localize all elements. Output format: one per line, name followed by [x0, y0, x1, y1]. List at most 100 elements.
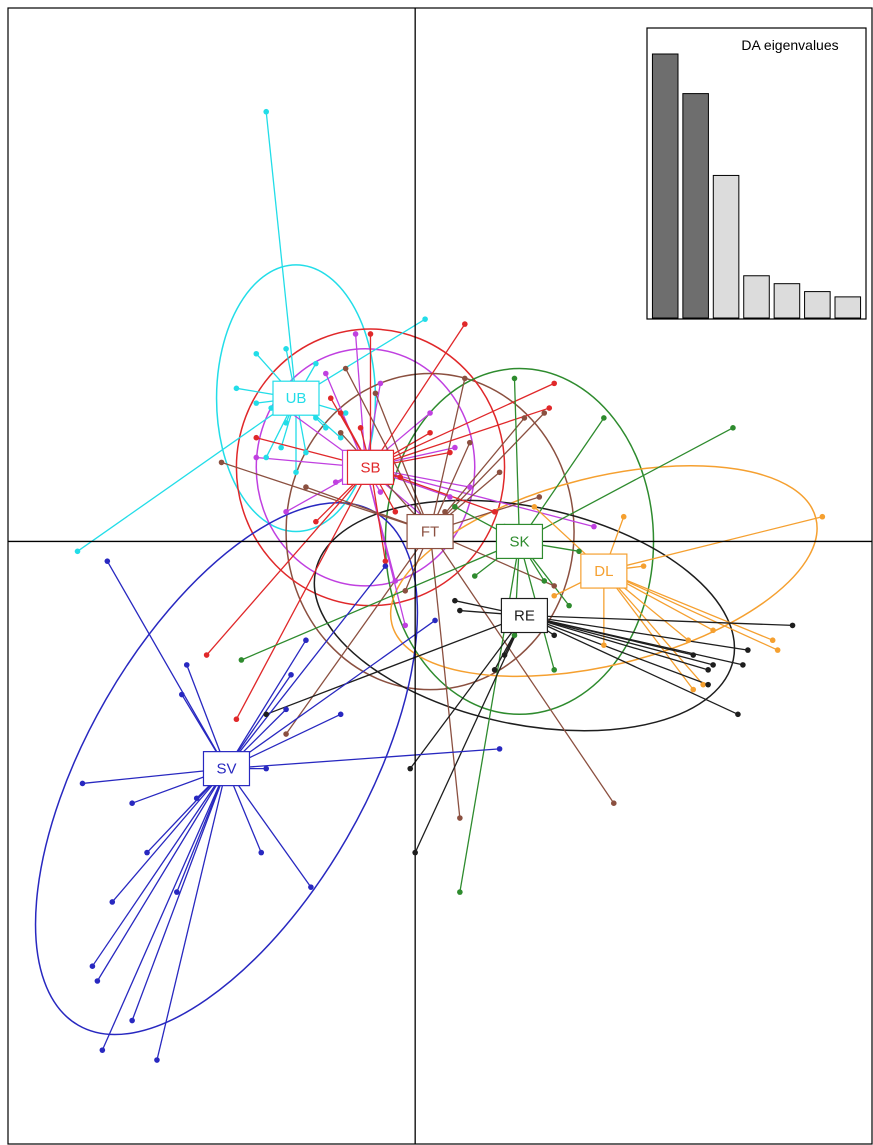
segment-ft [429, 531, 615, 804]
point-ft [610, 800, 617, 806]
point-sk [551, 667, 558, 673]
segment-ft [429, 412, 545, 532]
point-re [457, 607, 463, 614]
point-sv [283, 706, 289, 713]
eigenvalue-bar-4 [743, 275, 770, 319]
point-sv [144, 849, 150, 856]
point-lv [377, 380, 384, 387]
label-sk: SK [495, 523, 544, 560]
label-box-ft [406, 513, 454, 550]
point-sv [308, 884, 314, 890]
point-ft [496, 469, 503, 476]
point-lv [332, 479, 339, 485]
point-sv [193, 795, 200, 802]
point-sv [79, 780, 86, 787]
point-sb [382, 558, 389, 564]
segment-ft [429, 531, 461, 819]
point-sv [178, 691, 185, 698]
point-sk [238, 657, 245, 663]
point-sk [452, 504, 458, 510]
point-ub [283, 346, 289, 352]
point-sb [427, 429, 433, 436]
point-ub [313, 415, 319, 421]
point-dl [774, 647, 781, 653]
point-sv [109, 899, 116, 905]
point-dl [640, 563, 647, 569]
point-ft [462, 375, 468, 382]
point-ub [303, 449, 309, 456]
label-text-sk: SK [509, 533, 529, 550]
point-ft [337, 429, 344, 436]
point-lv [392, 578, 399, 584]
segment-sv [226, 748, 500, 770]
segment-sb [235, 467, 372, 720]
point-re [407, 765, 414, 772]
point-sb [546, 405, 553, 411]
point-sv [337, 711, 344, 718]
inset-bars [651, 53, 862, 319]
point-ub [74, 548, 81, 555]
point-ub [253, 400, 260, 406]
segment-re [524, 614, 714, 666]
point-sv [288, 671, 294, 678]
segment-dl [603, 516, 823, 572]
segment-sb [369, 323, 466, 468]
point-sv [382, 563, 389, 569]
segment-sb [370, 382, 555, 468]
point-ub [253, 350, 260, 357]
point-sk [511, 632, 518, 639]
label-box-sk [495, 523, 544, 560]
point-lv [377, 489, 384, 495]
point-re [551, 632, 558, 639]
point-sb [491, 508, 498, 515]
ellipse-lv [255, 348, 476, 587]
point-ft [521, 415, 528, 421]
point-re [740, 662, 746, 668]
segment-re [524, 614, 793, 627]
point-dl [700, 681, 706, 688]
point-ft [303, 484, 309, 490]
point-dl [710, 627, 716, 634]
segment-sv [131, 768, 228, 1021]
point-sv [89, 963, 96, 969]
label-text-sb: SB [360, 459, 380, 476]
segment-re [524, 614, 709, 686]
eigenvalue-bar-1 [651, 53, 679, 319]
point-dl [685, 637, 692, 644]
point-re [705, 667, 711, 673]
point-dl [601, 642, 607, 648]
point-ft [342, 365, 349, 372]
segment-sv [111, 768, 227, 903]
point-sv [183, 662, 190, 668]
eigenvalue-bar-6 [804, 291, 831, 319]
eigenvalue-bar-5 [773, 283, 801, 319]
segment-re [524, 614, 694, 656]
segment-sv [82, 767, 227, 785]
point-sk [566, 602, 572, 609]
segment-sb [370, 407, 550, 468]
point-sk [730, 425, 736, 431]
point-sk [511, 375, 518, 382]
eigenvalue-inset: DA eigenvalues [646, 27, 867, 320]
point-re [412, 849, 418, 856]
point-sv [432, 617, 438, 624]
label-box-re [500, 597, 549, 634]
segment-dl [603, 570, 694, 690]
eigenvalue-bar-7 [834, 296, 862, 319]
segment-ft [429, 378, 466, 532]
point-sk [471, 573, 478, 579]
point-ub [342, 410, 349, 416]
labels-layer: UBLVFTSBSKDLRESV [202, 380, 628, 787]
point-re [745, 647, 751, 653]
segment-sv [225, 768, 312, 888]
point-re [491, 667, 498, 673]
point-sv [496, 746, 503, 752]
inset-title: DA eigenvalues [741, 37, 838, 53]
segment-sk [519, 427, 734, 542]
point-sb [313, 518, 319, 525]
point-ub [233, 385, 240, 392]
point-dl [620, 513, 627, 520]
point-ft [442, 508, 448, 515]
point-re [705, 681, 711, 688]
point-ft [541, 410, 548, 416]
